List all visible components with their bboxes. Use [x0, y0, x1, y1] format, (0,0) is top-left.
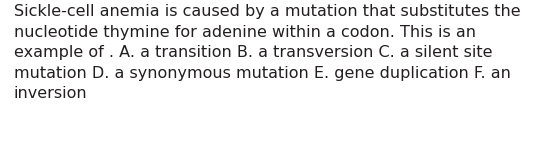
Text: Sickle-cell anemia is caused by a mutation that substitutes the
nucleotide thymi: Sickle-cell anemia is caused by a mutati…: [14, 4, 521, 101]
